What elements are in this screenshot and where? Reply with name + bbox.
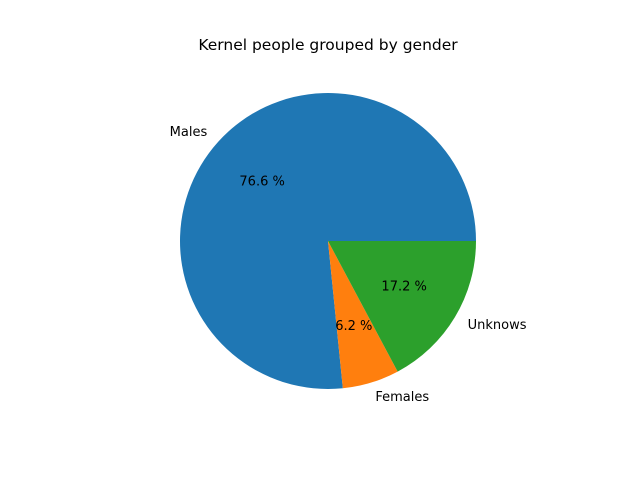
slice-pct-males: 76.6 % [239,174,284,189]
slice-pct-females: 6.2 % [335,319,372,334]
pie-slice-unknows [328,241,476,372]
pie-slice-males [180,93,476,390]
pie-slice-females [328,241,398,389]
pie-labels: Males 76.6 % Females 6.2 % Unknows 17.2 % [170,125,527,405]
slice-label-males: Males [170,125,208,140]
chart-title: Kernel people grouped by gender [198,36,458,54]
slice-label-females: Females [375,390,429,405]
slice-label-unknows: Unknows [468,318,527,333]
slice-pct-unknows: 17.2 % [381,280,426,295]
pie-slices [180,93,476,390]
